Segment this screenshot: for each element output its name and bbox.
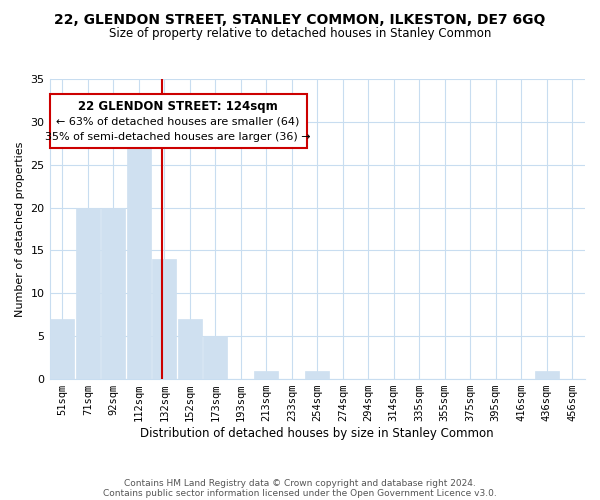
Bar	[254, 370, 278, 379]
Bar	[203, 336, 227, 379]
Text: 22, GLENDON STREET, STANLEY COMMON, ILKESTON, DE7 6GQ: 22, GLENDON STREET, STANLEY COMMON, ILKE…	[55, 12, 545, 26]
Text: 35% of semi-detached houses are larger (36) →: 35% of semi-detached houses are larger (…	[45, 132, 311, 142]
Bar	[76, 208, 100, 379]
Bar	[535, 370, 559, 379]
Bar	[101, 208, 125, 379]
Text: ← 63% of detached houses are smaller (64): ← 63% of detached houses are smaller (64…	[56, 116, 300, 126]
X-axis label: Distribution of detached houses by size in Stanley Common: Distribution of detached houses by size …	[140, 427, 494, 440]
Bar	[178, 319, 202, 379]
Text: Contains HM Land Registry data © Crown copyright and database right 2024.: Contains HM Land Registry data © Crown c…	[124, 478, 476, 488]
Bar	[50, 319, 74, 379]
Bar	[152, 259, 176, 379]
Bar	[127, 148, 151, 379]
Bar	[305, 370, 329, 379]
Y-axis label: Number of detached properties: Number of detached properties	[15, 142, 25, 316]
FancyBboxPatch shape	[50, 94, 307, 148]
Text: 22 GLENDON STREET: 124sqm: 22 GLENDON STREET: 124sqm	[78, 100, 278, 113]
Text: Size of property relative to detached houses in Stanley Common: Size of property relative to detached ho…	[109, 28, 491, 40]
Text: Contains public sector information licensed under the Open Government Licence v3: Contains public sector information licen…	[103, 488, 497, 498]
